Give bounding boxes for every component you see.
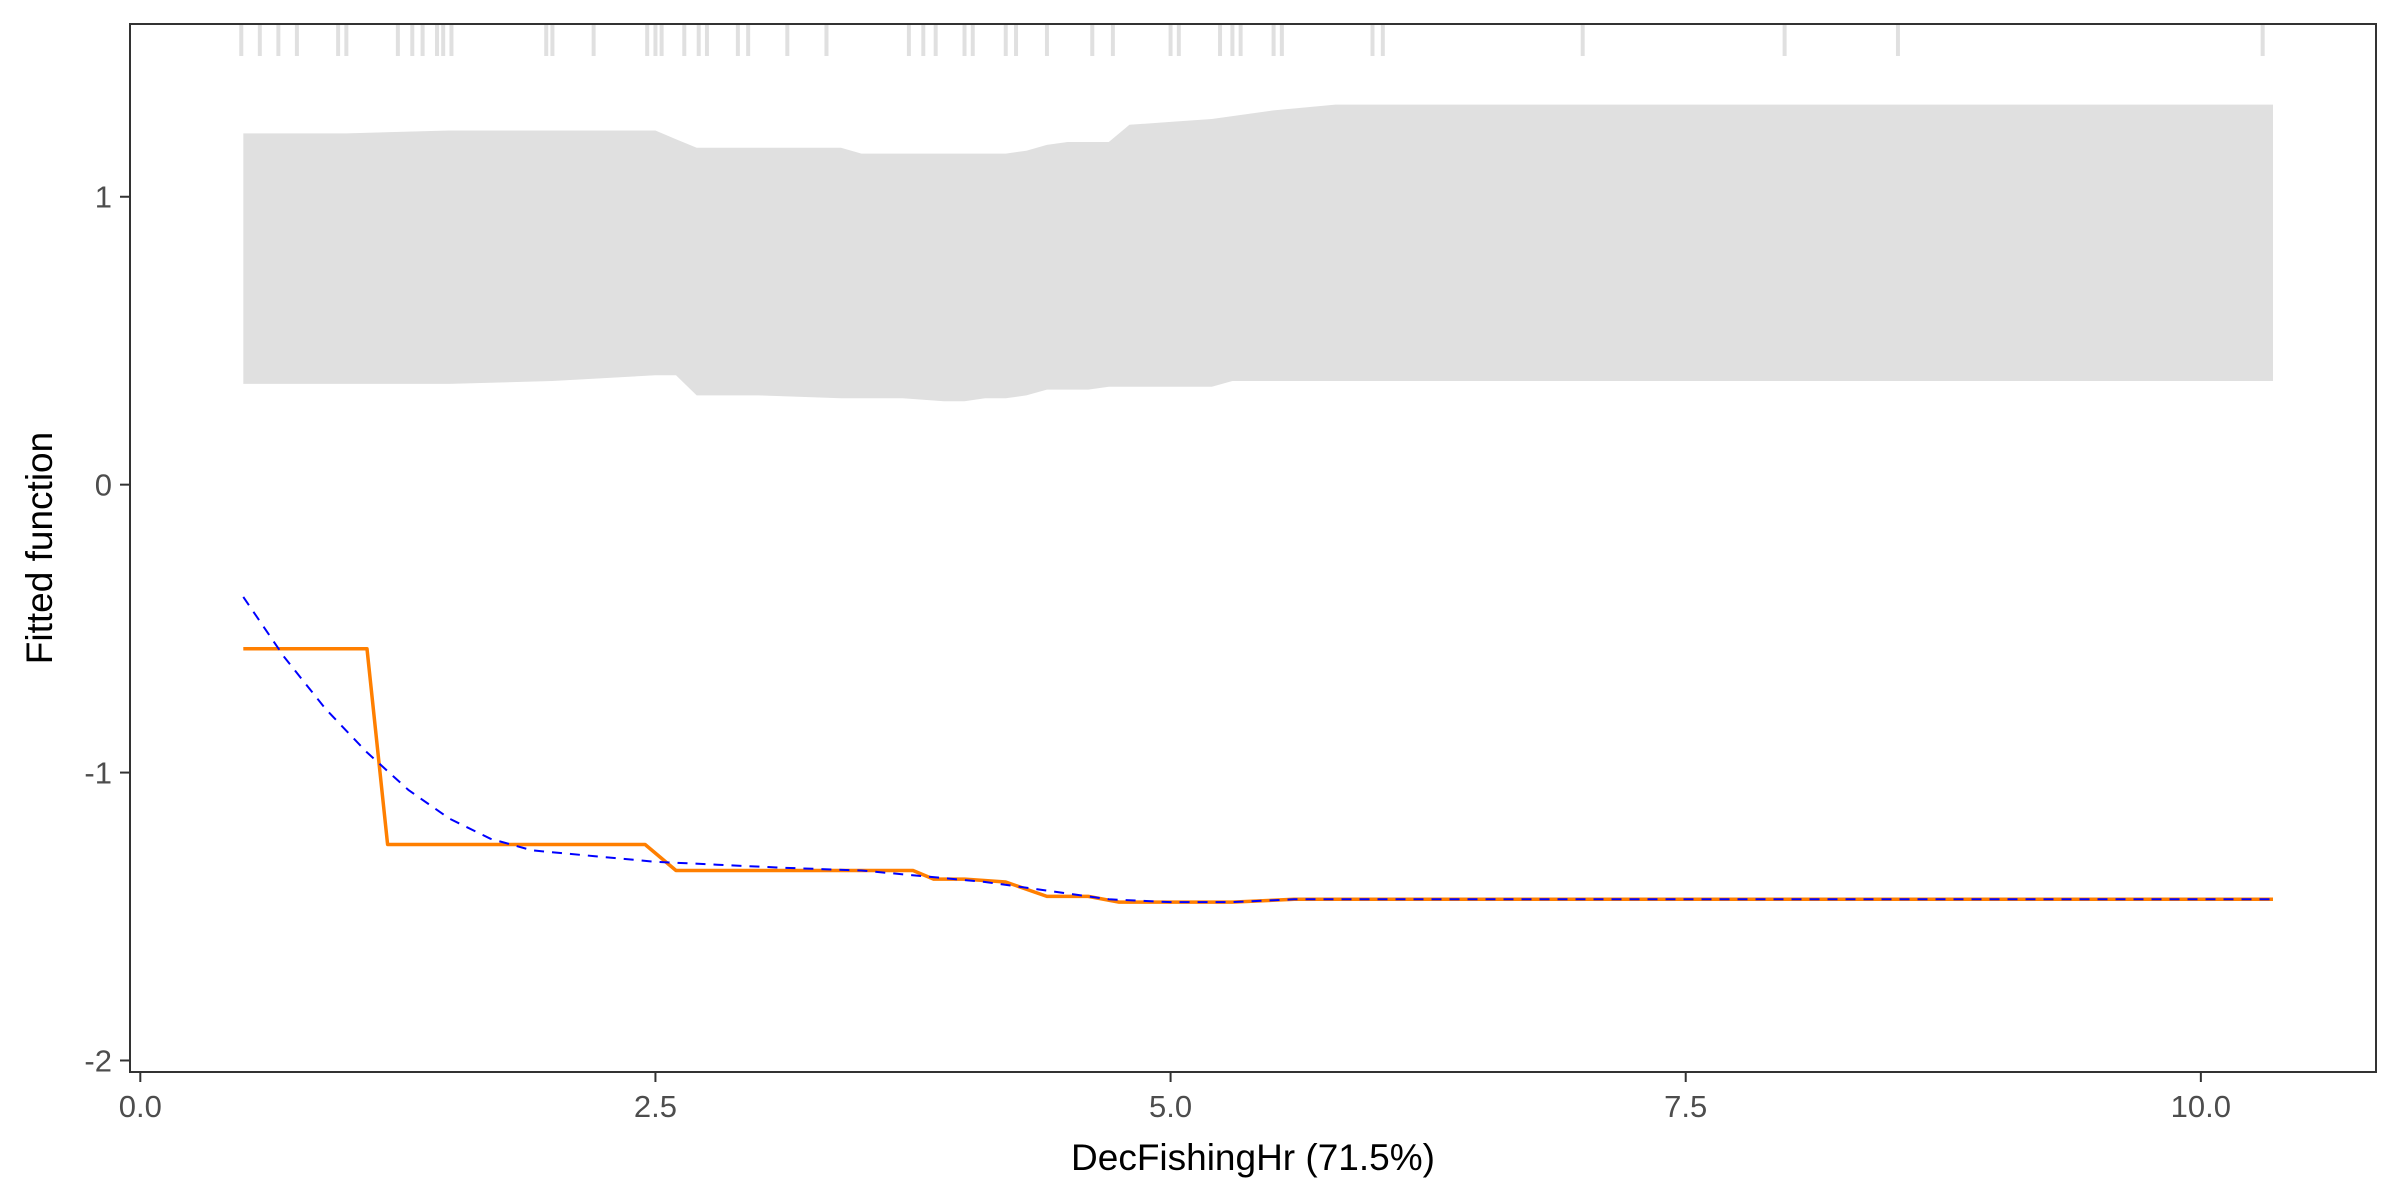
x-axis-title: DecFishingHr (71.5%) (1071, 1137, 1435, 1178)
x-axis: 0.0 2.5 5.0 7.5 10.0 (119, 1072, 2231, 1124)
x-tick-label-2: 5.0 (1149, 1089, 1192, 1124)
confidence-band-layer (243, 104, 2273, 402)
y-axis: 1 0 -1 -2 (84, 180, 130, 1078)
y-tick-label-1: 0 (95, 468, 112, 503)
y-axis-title: Fitted function (19, 432, 60, 664)
x-tick-label-1: 2.5 (634, 1089, 677, 1124)
x-tick-label-4: 10.0 (2171, 1089, 2231, 1124)
y-tick-label-0: 1 (95, 180, 112, 215)
confidence-band (243, 104, 2273, 402)
smoothed-line (242, 596, 2273, 904)
y-tick-label-3: -2 (84, 1043, 112, 1078)
plot-frame (129, 23, 2377, 1073)
y-tick-label-2: -1 (84, 756, 112, 791)
series-layer (242, 596, 2273, 904)
x-tick-label-3: 7.5 (1664, 1089, 1707, 1124)
x-tick-label-0: 0.0 (119, 1089, 162, 1124)
rug-layer (239, 24, 2265, 56)
